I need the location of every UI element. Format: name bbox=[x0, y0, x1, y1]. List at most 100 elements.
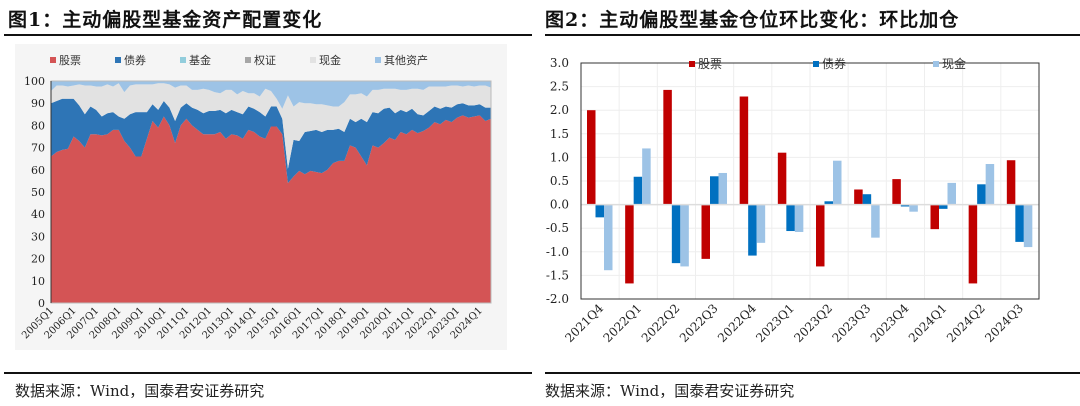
bar-1-4 bbox=[748, 204, 757, 256]
y-tick-label: 3.0 bbox=[550, 56, 569, 70]
plot-frame bbox=[580, 62, 1040, 300]
legend-swatch bbox=[933, 61, 939, 67]
x-tick-label: 2022Q2 bbox=[639, 301, 683, 345]
x-tick-label: 2022Q3 bbox=[677, 301, 721, 345]
bar-2-7 bbox=[871, 204, 880, 238]
asset-allocation-area-chart: 01020304050607080901002005Q12006Q12007Q1… bbox=[20, 53, 492, 342]
y-tick-label: 2.5 bbox=[550, 80, 569, 94]
legend-label: 股票 bbox=[698, 57, 722, 71]
legend-swatch bbox=[245, 57, 251, 63]
title-divider-2 bbox=[545, 34, 1080, 36]
legend-swatch bbox=[50, 57, 56, 63]
y-tick-label: -0.5 bbox=[546, 221, 569, 235]
x-tick-label: 2021Q4 bbox=[562, 301, 606, 345]
y-tick-label: 2.0 bbox=[550, 103, 569, 117]
bar-2-11 bbox=[1023, 204, 1033, 248]
bar-1-5 bbox=[786, 204, 795, 232]
bar-2-0 bbox=[604, 204, 613, 271]
source-note-2: 数据来源：Wind，国泰君安证券研究 bbox=[545, 382, 795, 400]
bar-2-4 bbox=[756, 204, 766, 243]
area-series-5 bbox=[51, 81, 491, 109]
bar-2-3 bbox=[718, 172, 727, 205]
y-tick-label: 80 bbox=[31, 119, 45, 132]
x-tick-label: 2024Q3 bbox=[982, 301, 1026, 345]
legend-label: 债券 bbox=[124, 53, 146, 67]
y-tick-label: -1.0 bbox=[546, 245, 569, 259]
bar-2-8 bbox=[909, 204, 918, 212]
legend-swatch bbox=[813, 61, 819, 67]
legend-label: 其他资产 bbox=[384, 53, 428, 67]
legend-label: 现金 bbox=[319, 53, 341, 67]
x-tick-label: 2022Q1 bbox=[601, 301, 645, 345]
bar-1-10 bbox=[977, 184, 986, 205]
y-tick-label: 40 bbox=[31, 208, 45, 221]
y-tick-label: 1.5 bbox=[550, 127, 569, 141]
bar-0-1 bbox=[625, 204, 634, 284]
y-tick-label: 1.0 bbox=[550, 150, 569, 164]
legend-swatch bbox=[310, 57, 316, 63]
legend-label: 股票 bbox=[59, 54, 81, 67]
legend-label: 基金 bbox=[189, 53, 211, 67]
bar-0-2 bbox=[663, 89, 672, 205]
legend-swatch bbox=[180, 57, 186, 63]
bar-1-8 bbox=[900, 204, 910, 207]
source-divider-2 bbox=[545, 372, 1080, 374]
bar-2-6 bbox=[833, 160, 842, 205]
bar-1-2 bbox=[671, 204, 681, 264]
bar-2-2 bbox=[680, 204, 689, 267]
area-series-1 bbox=[51, 98, 491, 184]
bar-1-0 bbox=[595, 204, 604, 218]
bar-1-9 bbox=[939, 204, 948, 209]
y-tick-label: 0.5 bbox=[550, 174, 569, 188]
y-tick-label: 20 bbox=[31, 253, 45, 266]
area-series-0 bbox=[51, 115, 491, 303]
x-tick-label: 2024Q1 bbox=[906, 301, 950, 345]
legend-swatch bbox=[115, 57, 121, 63]
y-tick-label: 70 bbox=[31, 142, 45, 155]
figure-1-title: 图1：主动偏股型基金资产配置变化 bbox=[8, 9, 323, 31]
y-tick-label: -1.5 bbox=[546, 268, 569, 282]
bar-1-1 bbox=[633, 176, 643, 205]
legend-label: 现金 bbox=[942, 56, 966, 71]
source-note-1: 数据来源：Wind，国泰君安证券研究 bbox=[15, 382, 265, 400]
legend-swatch bbox=[375, 57, 381, 63]
bar-0-9 bbox=[930, 204, 939, 230]
bar-2-9 bbox=[947, 182, 956, 205]
x-tick-label: 2022Q4 bbox=[715, 301, 759, 345]
y-tick-label: 60 bbox=[31, 164, 45, 177]
x-tick-label: 2024Q2 bbox=[944, 301, 988, 345]
y-tick-label: 30 bbox=[31, 230, 45, 243]
y-tick-label: 50 bbox=[31, 186, 45, 199]
y-tick-label: 0 bbox=[38, 297, 45, 310]
bar-0-11 bbox=[1006, 160, 1016, 205]
x-tick-label: 2023Q4 bbox=[868, 301, 912, 345]
bar-0-8 bbox=[892, 179, 901, 205]
area-series-4 bbox=[51, 83, 491, 169]
y-tick-label: 0.0 bbox=[550, 198, 569, 212]
bar-0-4 bbox=[739, 96, 749, 205]
bar-1-7 bbox=[862, 194, 872, 205]
legend-label: 债券 bbox=[822, 56, 846, 71]
bar-2-10 bbox=[985, 164, 995, 205]
bar-0-6 bbox=[816, 204, 825, 267]
bar-2-5 bbox=[794, 204, 804, 232]
bar-1-11 bbox=[1015, 204, 1024, 242]
bar-0-7 bbox=[854, 189, 863, 205]
x-tick-label: 2023Q1 bbox=[753, 301, 797, 345]
y-tick-label: 90 bbox=[31, 97, 45, 110]
legend-swatch bbox=[689, 61, 695, 67]
bar-0-0 bbox=[587, 110, 596, 205]
bar-2-1 bbox=[642, 148, 651, 205]
y-tick-label: -2.0 bbox=[546, 292, 569, 306]
y-tick-label: 10 bbox=[31, 275, 45, 288]
source-divider-1 bbox=[4, 372, 532, 374]
y-tick-label: 100 bbox=[24, 75, 45, 88]
figure-2-title: 图2：主动偏股型基金仓位环比变化：环比加仓 bbox=[545, 9, 960, 31]
bar-1-6 bbox=[824, 201, 833, 205]
x-tick-label: 2023Q3 bbox=[830, 301, 874, 345]
x-tick-label: 2023Q2 bbox=[791, 301, 835, 345]
title-divider-1 bbox=[4, 34, 532, 36]
bar-0-10 bbox=[968, 204, 978, 284]
bar-0-5 bbox=[777, 152, 787, 205]
